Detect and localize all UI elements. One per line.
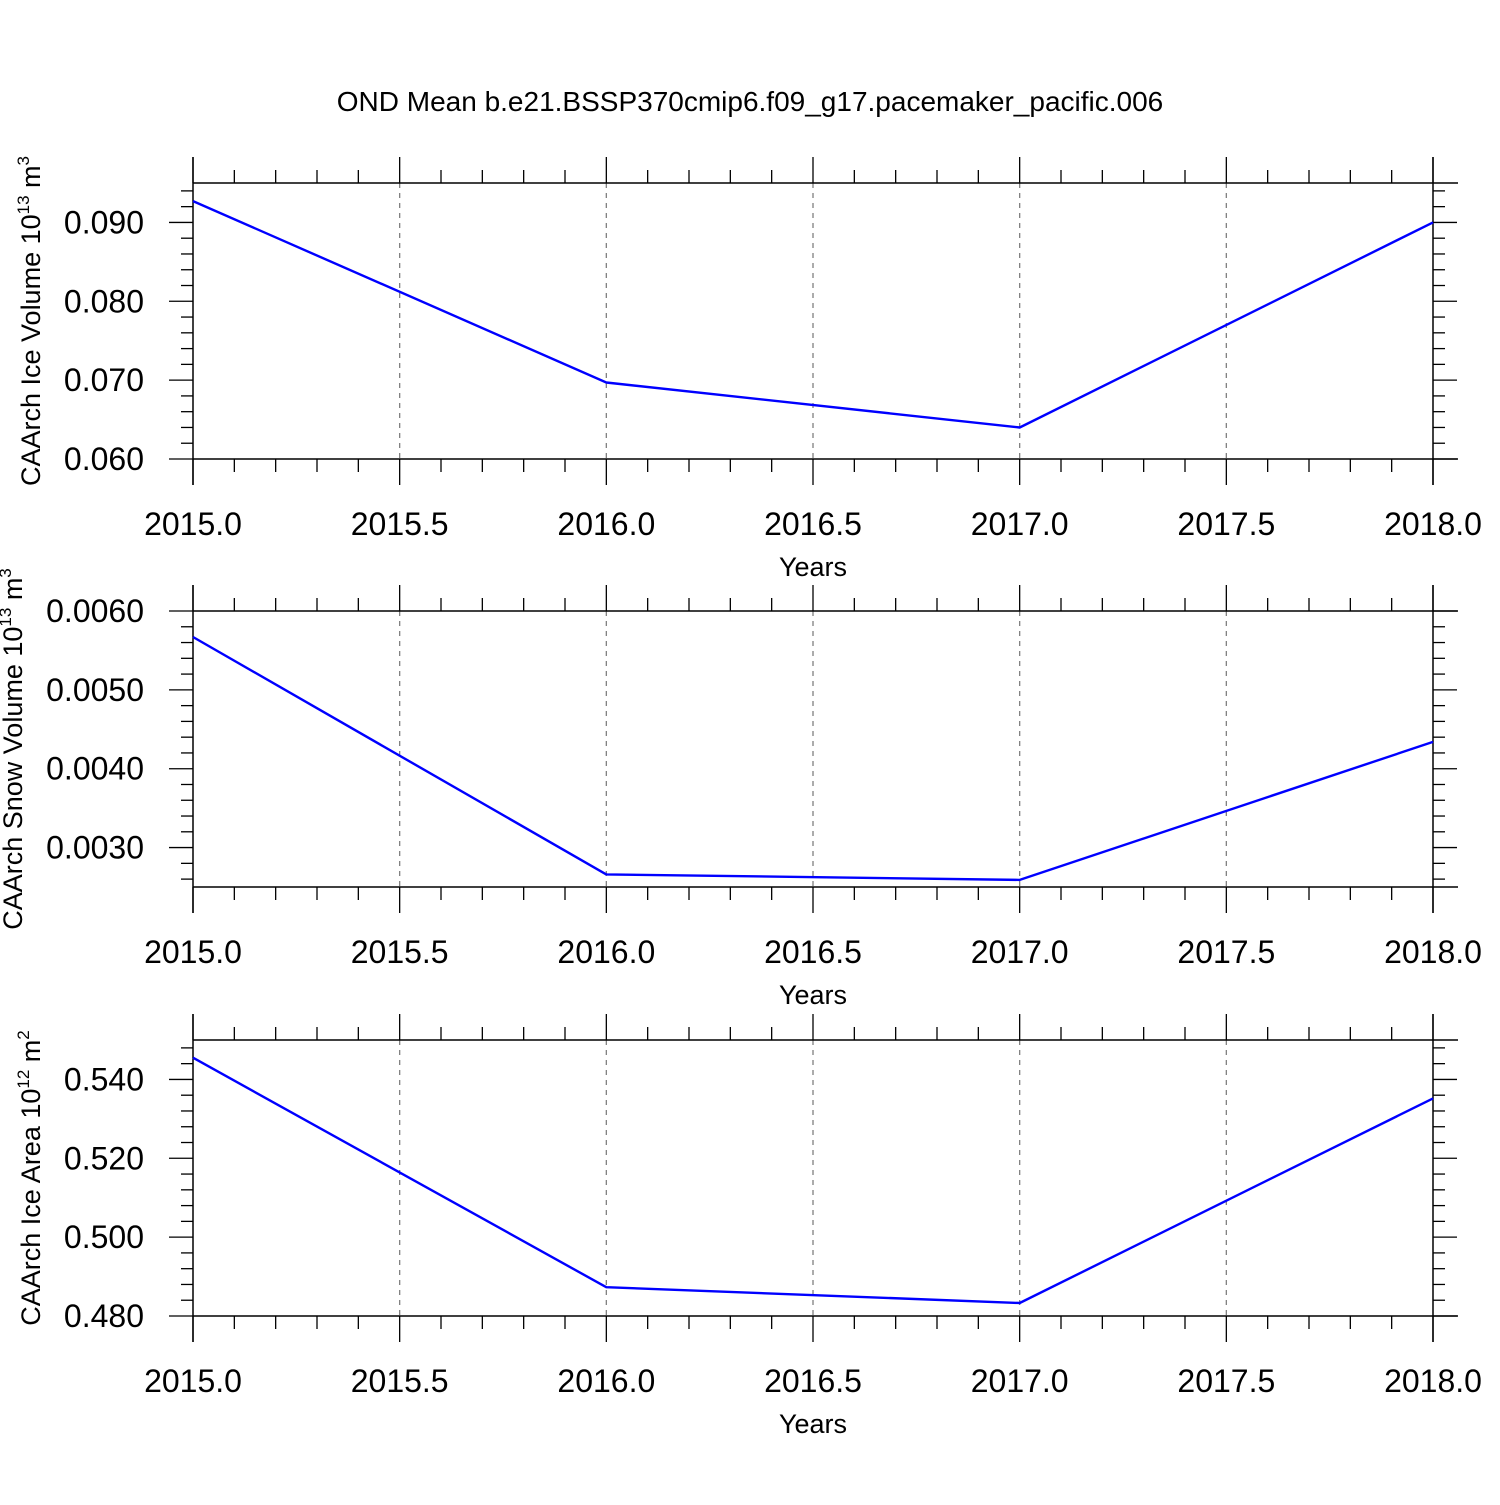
- series-line: [192, 635, 1434, 882]
- y-axis-label: CAArch Ice Area 1012 m2: [14, 1030, 46, 1326]
- y-tick-label: 0.090: [64, 204, 144, 240]
- x-tick-label: 2016.0: [557, 934, 655, 970]
- x-tick-label: 2016.0: [557, 506, 655, 542]
- y-tick-label: 0.070: [64, 362, 144, 398]
- x-tick-label: 2017.5: [1177, 506, 1275, 542]
- x-tick-label: 2016.5: [764, 934, 862, 970]
- y-tick-label: 0.520: [64, 1140, 144, 1176]
- x-tick-label: 2018.0: [1384, 506, 1482, 542]
- y-tick-label: 0.480: [64, 1298, 144, 1334]
- chart-title: OND Mean b.e21.BSSP370cmip6.f09_g17.pace…: [337, 86, 1164, 117]
- y-axis-label: CAArch Ice Volume 1013 m3: [14, 156, 46, 486]
- y-tick-label: 0.0030: [46, 830, 144, 866]
- x-tick-label: 2015.5: [351, 1363, 449, 1399]
- chart-panel-1: 0.060 0.070 0.080 0.090 2015.0 2015.5 2016.0 20…: [14, 156, 1482, 582]
- x-tick-label: 2016.0: [557, 1363, 655, 1399]
- series-line: [192, 200, 1434, 429]
- x-tick-label: 2015.0: [144, 1363, 242, 1399]
- y-tick-label: 0.0040: [46, 751, 144, 787]
- x-axis-label: Years: [779, 552, 847, 582]
- x-tick-label: 2016.5: [764, 506, 862, 542]
- x-axis-label: Years: [779, 980, 847, 1010]
- y-tick-label: 0.500: [64, 1219, 144, 1255]
- x-axis-label: Years: [779, 1409, 847, 1439]
- x-tick-label: 2015.5: [351, 934, 449, 970]
- x-tick-label: 2017.5: [1177, 1363, 1275, 1399]
- x-tick-label: 2018.0: [1384, 1363, 1482, 1399]
- y-tick-label: 0.080: [64, 283, 144, 319]
- x-tick-label: 2015.5: [351, 506, 449, 542]
- y-tick-label: 0.060: [64, 441, 144, 477]
- chart-panel-2: 0.0030 0.0040 0.0050 0.0060 2015.0 2015.5 2016…: [0, 568, 1482, 1010]
- x-tick-label: 2017.0: [971, 506, 1069, 542]
- series-line: [192, 1056, 1434, 1305]
- chart-panel-3: 0.480 0.500 0.520 0.540 2015.0 2015.5 2016.0 20…: [14, 1014, 1482, 1439]
- y-axis-label: CAArch Snow Volume 1013 m3: [0, 568, 28, 930]
- y-tick-label: 0.0060: [46, 593, 144, 629]
- x-tick-label: 2017.0: [971, 1363, 1069, 1399]
- x-tick-label: 2015.0: [144, 934, 242, 970]
- x-tick-label: 2017.5: [1177, 934, 1275, 970]
- x-tick-label: 2015.0: [144, 506, 242, 542]
- x-tick-label: 2016.5: [764, 1363, 862, 1399]
- y-tick-label: 0.540: [64, 1061, 144, 1097]
- x-tick-label: 2017.0: [971, 934, 1069, 970]
- y-tick-label: 0.0050: [46, 672, 144, 708]
- x-tick-label: 2018.0: [1384, 934, 1482, 970]
